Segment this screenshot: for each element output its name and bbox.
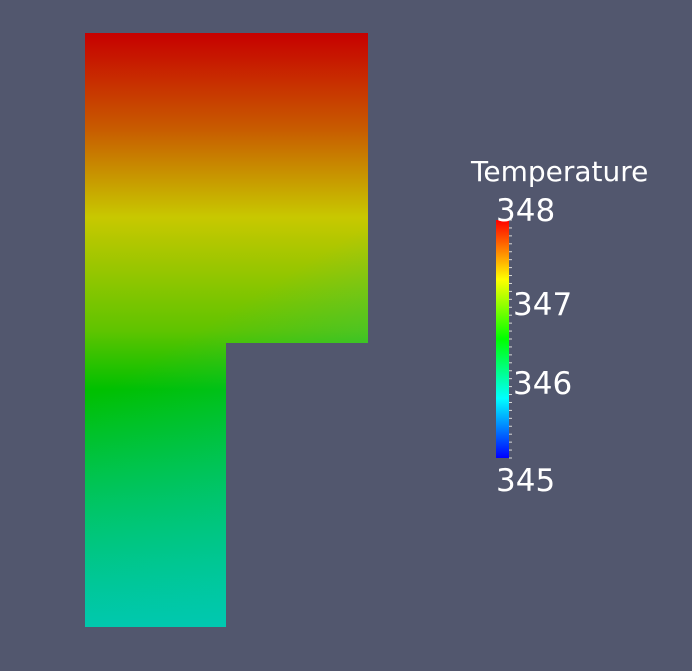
color-legend-bar — [496, 220, 509, 458]
color-legend-tick-label: 346 — [513, 366, 573, 402]
color-legend-title: Temperature — [471, 155, 649, 188]
color-legend-min-label: 345 — [496, 463, 556, 499]
temperature-field-shading — [85, 33, 368, 627]
color-legend-tick-label: 347 — [513, 287, 573, 323]
color-legend-max-label: 348 — [496, 193, 556, 229]
color-legend-ticks — [509, 219, 512, 459]
